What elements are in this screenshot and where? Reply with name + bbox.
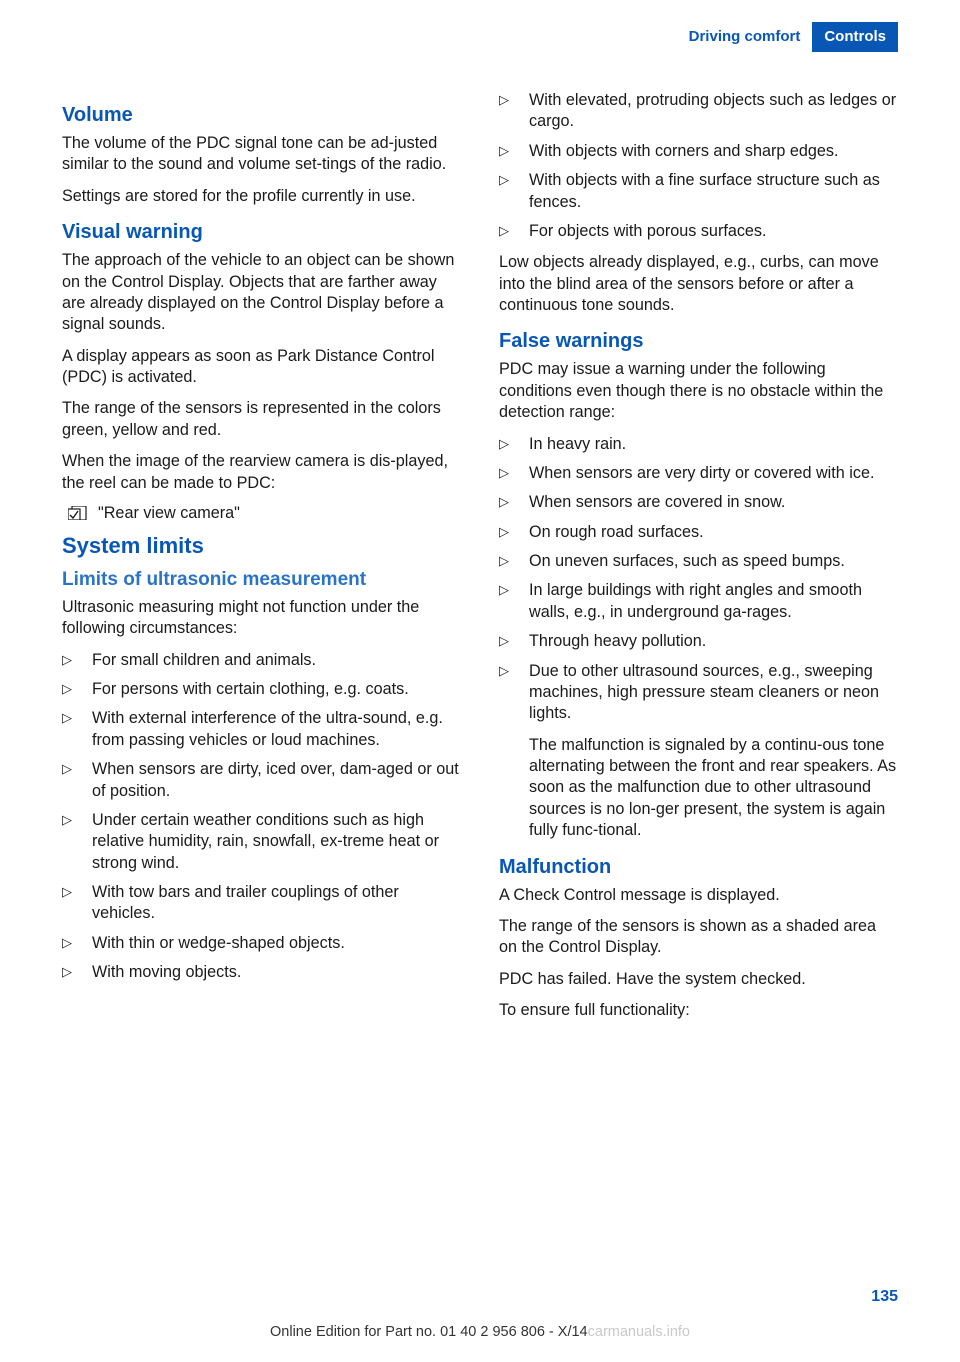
footer-text: Online Edition for Part no. 01 40 2 956 …	[270, 1324, 588, 1340]
list-item: For small children and animals.	[62, 650, 461, 671]
footer-watermark: carmanuals.info	[588, 1324, 690, 1340]
list-item: When sensors are dirty, iced over, dam‐a…	[62, 759, 461, 802]
list-item: Due to other ultrasound sources, e.g., s…	[499, 661, 898, 725]
heading-volume: Volume	[62, 104, 461, 127]
left-column: Volume The volume of the PDC signal tone…	[62, 90, 461, 1031]
paragraph: PDC may issue a warning under the follow…	[499, 359, 898, 423]
list-item: For persons with certain clothing, e.g. …	[62, 679, 461, 700]
page-number: 135	[871, 1288, 898, 1306]
list-item: With tow bars and trailer couplings of o…	[62, 882, 461, 925]
list-item: With thin or wedge-shaped objects.	[62, 933, 461, 954]
list-item: In large buildings with right angles and…	[499, 580, 898, 623]
list-item: In heavy rain.	[499, 434, 898, 455]
content-columns: Volume The volume of the PDC signal tone…	[62, 0, 898, 1031]
list-item: When sensors are very dirty or covered w…	[499, 463, 898, 484]
tab-section: Driving comfort	[677, 22, 813, 52]
paragraph: Low objects already displayed, e.g., cur…	[499, 252, 898, 316]
paragraph: Ultrasonic measuring might not function …	[62, 597, 461, 640]
paragraph: PDC has failed. Have the system checked.	[499, 969, 898, 990]
tab-chapter: Controls	[812, 22, 898, 52]
page: Driving comfort Controls Volume The volu…	[0, 0, 960, 1362]
heading-false-warnings: False warnings	[499, 330, 898, 353]
paragraph: Settings are stored for the profile curr…	[62, 186, 461, 207]
paragraph: The approach of the vehicle to an object…	[62, 250, 461, 336]
false-warnings-list: In heavy rain. When sensors are very dir…	[499, 434, 898, 725]
paragraph: To ensure full functionality:	[499, 1000, 898, 1021]
list-item: With external interference of the ultra‐…	[62, 708, 461, 751]
list-item: Through heavy pollution.	[499, 631, 898, 652]
list-item: On rough road surfaces.	[499, 522, 898, 543]
list-item: With objects with corners and sharp edge…	[499, 141, 898, 162]
menu-step: "Rear view camera"	[68, 504, 461, 523]
checkbox-icon	[68, 506, 88, 520]
list-item: Under certain weather conditions such as…	[62, 810, 461, 874]
list-item: When sensors are covered in snow.	[499, 492, 898, 513]
menu-step-label: "Rear view camera"	[98, 504, 240, 523]
paragraph: The range of the sensors is shown as a s…	[499, 916, 898, 959]
list-item: With elevated, protruding objects such a…	[499, 90, 898, 133]
paragraph-indented: The malfunction is signaled by a continu…	[499, 735, 898, 842]
list-item: For objects with porous surfaces.	[499, 221, 898, 242]
paragraph: A display appears as soon as Park Distan…	[62, 346, 461, 389]
heading-visual-warning: Visual warning	[62, 221, 461, 244]
paragraph: The volume of the PDC signal tone can be…	[62, 133, 461, 176]
list-item: On uneven surfaces, such as speed bumps.	[499, 551, 898, 572]
heading-limits-ultrasonic: Limits of ultrasonic measurement	[62, 569, 461, 591]
list-item: With objects with a fine surface structu…	[499, 170, 898, 213]
footer-line: Online Edition for Part no. 01 40 2 956 …	[0, 1324, 960, 1340]
limits-list-cont: With elevated, protruding objects such a…	[499, 90, 898, 242]
heading-system-limits: System limits	[62, 533, 461, 559]
paragraph: When the image of the rearview camera is…	[62, 451, 461, 494]
paragraph: A Check Control message is displayed.	[499, 885, 898, 906]
right-column: With elevated, protruding objects such a…	[499, 90, 898, 1031]
limits-list: For small children and animals. For pers…	[62, 650, 461, 984]
header-tabs: Driving comfort Controls	[677, 22, 898, 52]
paragraph: The range of the sensors is represented …	[62, 398, 461, 441]
heading-malfunction: Malfunction	[499, 856, 898, 879]
list-item: With moving objects.	[62, 962, 461, 983]
